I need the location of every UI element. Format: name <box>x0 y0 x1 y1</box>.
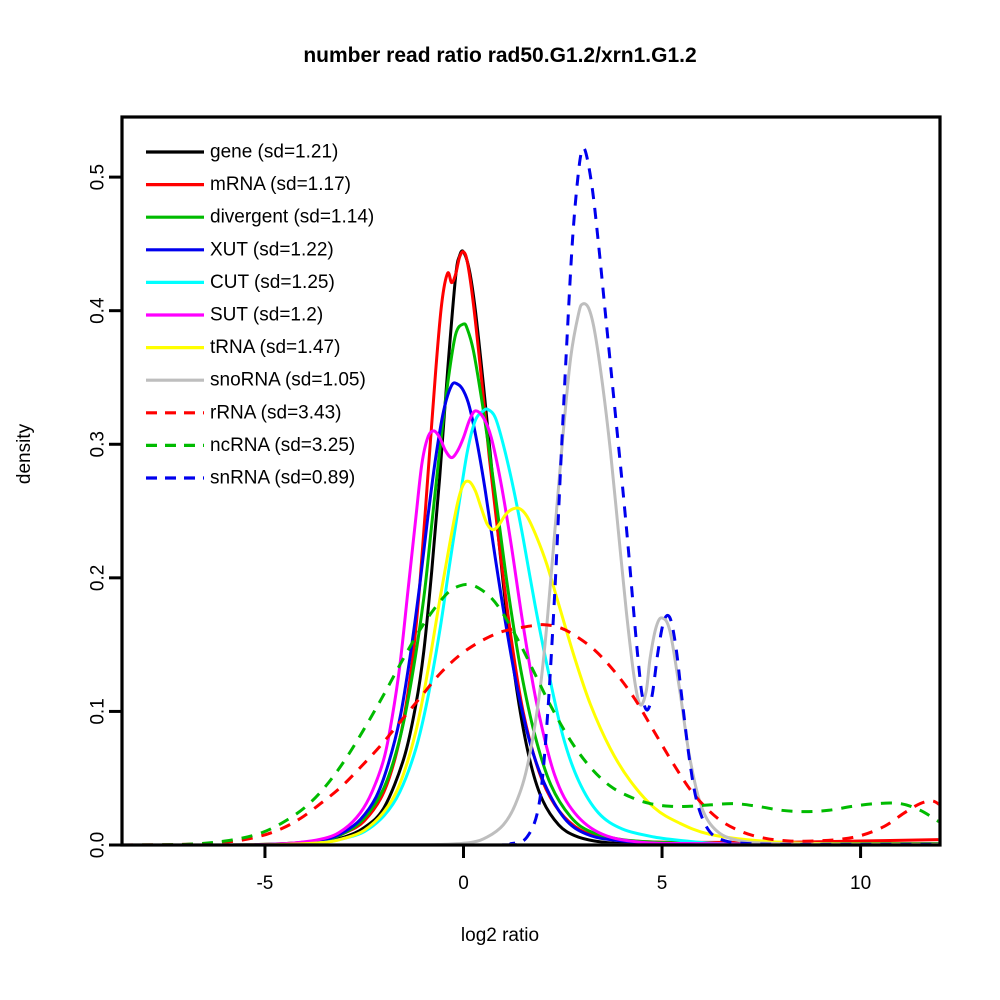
curves-layer <box>135 146 939 844</box>
y-tick-label: 0.5 <box>88 164 109 190</box>
legend-label-gene: gene (sd=1.21) <box>210 142 338 163</box>
y-tick-label: 0.0 <box>88 832 109 858</box>
legend-label-ncRNA: ncRNA (sd=3.25) <box>210 435 355 456</box>
density-curve-tRNA <box>245 479 939 844</box>
legend-label-mRNA: mRNA (sd=1.17) <box>210 174 351 195</box>
y-tick-label: 0.3 <box>88 431 109 457</box>
density-curve-XUT <box>240 381 939 844</box>
y-tick-label: 0.2 <box>88 565 109 591</box>
plot-frame-rect <box>120 115 942 847</box>
y-tick-label: 0.1 <box>88 698 109 724</box>
legend-label-divergent: divergent (sd=1.14) <box>210 207 374 228</box>
legend-label-snoRNA: snoRNA (sd=1.05) <box>210 370 366 391</box>
legend: gene (sd=1.21) mRNA (sd=1.17) divergent (s… <box>146 142 374 489</box>
legend-label-snRNA: snRNA (sd=0.89) <box>210 468 355 489</box>
legend-label-SUT: SUT (sd=1.2) <box>210 305 323 326</box>
density-curve-rRNA <box>135 623 939 844</box>
density-curve-ncRNA <box>145 582 939 844</box>
x-tick-label: 10 <box>850 873 871 894</box>
density-curve-SUT <box>238 409 939 844</box>
x-axis-label: log2 ratio <box>460 925 540 946</box>
curves-clipped <box>135 146 939 844</box>
plot-frame <box>120 115 942 847</box>
legend-label-tRNA: tRNA (sd=1.47) <box>210 337 340 358</box>
x-tick-label: 5 <box>657 873 668 894</box>
x-tick-label: 0 <box>458 873 469 894</box>
x-tick-label: -5 <box>256 873 273 894</box>
legend-label-CUT: CUT (sd=1.25) <box>210 272 335 293</box>
axes-layer: -5 0 5 10 0.0 0.1 0.2 0.3 0.4 0.5 <box>88 164 872 894</box>
y-tick-label: 0.4 <box>88 297 109 324</box>
density-curve-snRNA <box>508 146 939 844</box>
legend-label-XUT: XUT (sd=1.22) <box>210 239 334 260</box>
legend-label-rRNA: rRNA (sd=3.43) <box>210 402 341 423</box>
page-title: number read ratio rad50.G1.2/xrn1.G1.2 <box>303 44 697 67</box>
